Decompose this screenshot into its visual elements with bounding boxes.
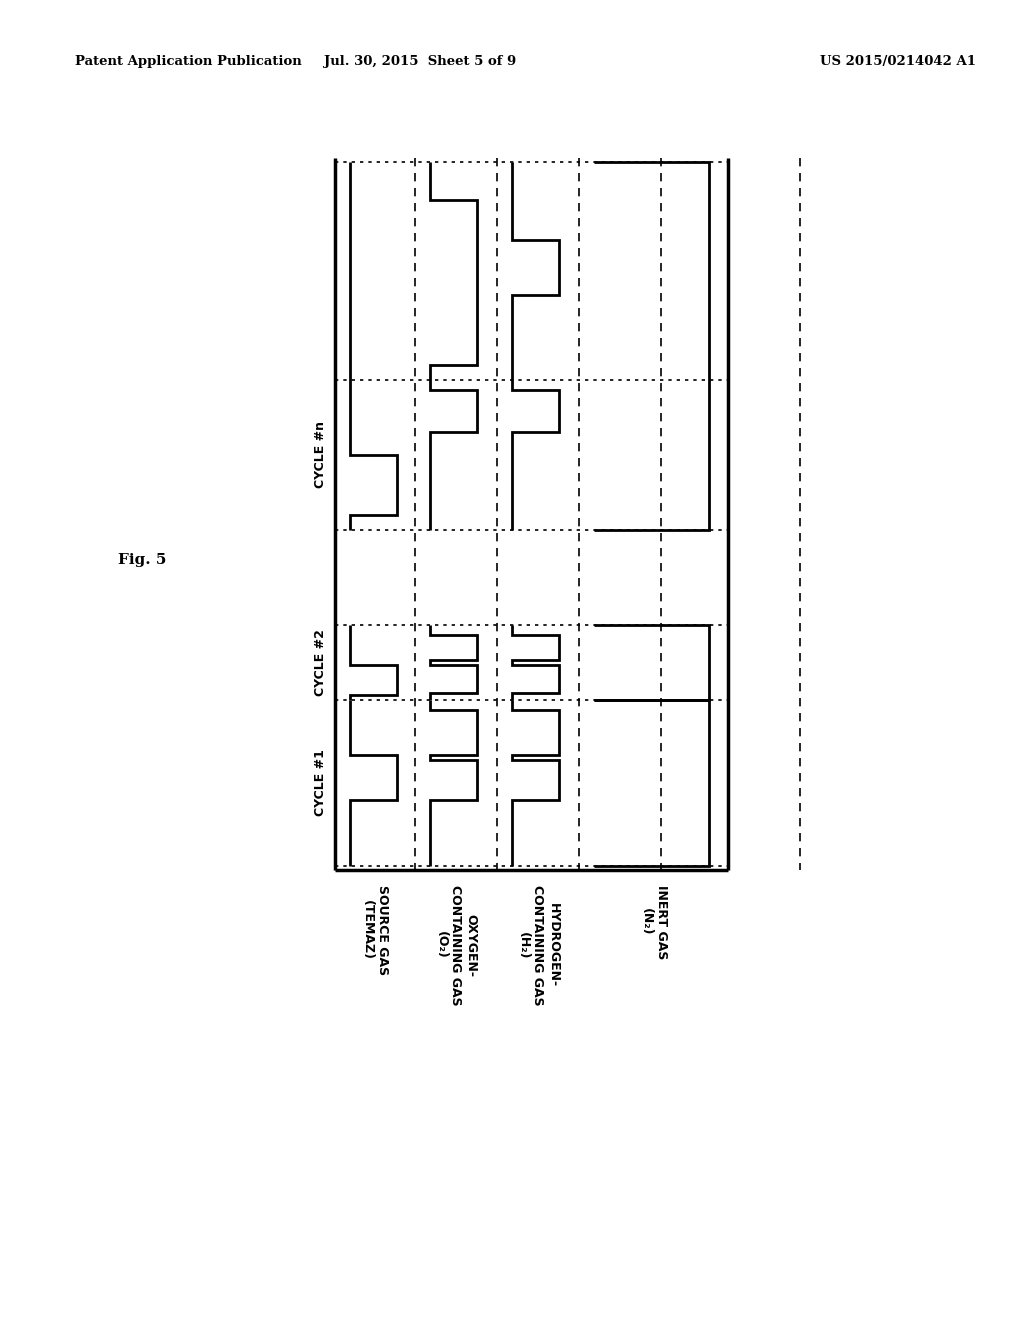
- Text: Patent Application Publication: Patent Application Publication: [75, 55, 302, 69]
- Text: US 2015/0214042 A1: US 2015/0214042 A1: [820, 55, 976, 69]
- Text: CYCLE #n: CYCLE #n: [314, 421, 327, 488]
- Text: Fig. 5: Fig. 5: [118, 553, 166, 568]
- Text: CYCLE #1: CYCLE #1: [314, 750, 327, 817]
- Text: OXYGEN-
CONTAINING GAS
(O₂): OXYGEN- CONTAINING GAS (O₂): [434, 884, 477, 1006]
- Text: CYCLE #2: CYCLE #2: [314, 630, 327, 696]
- Text: SOURCE GAS
(TEMAZ): SOURCE GAS (TEMAZ): [361, 884, 389, 975]
- Text: INERT GAS
(N₂): INERT GAS (N₂): [640, 884, 668, 960]
- Text: Jul. 30, 2015  Sheet 5 of 9: Jul. 30, 2015 Sheet 5 of 9: [324, 55, 516, 69]
- Text: HYDROGEN-
CONTAINING GAS
(H₂): HYDROGEN- CONTAINING GAS (H₂): [516, 884, 559, 1006]
